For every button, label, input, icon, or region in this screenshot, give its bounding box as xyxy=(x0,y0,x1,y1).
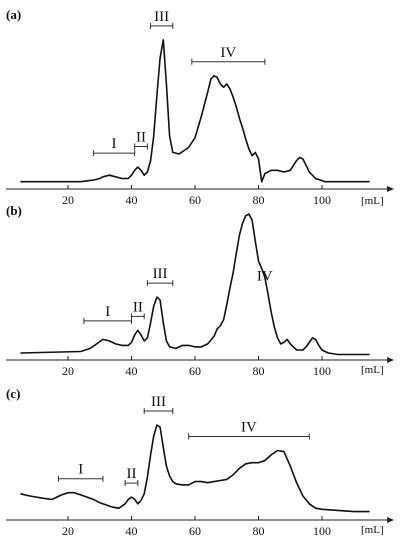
x-unit-label-a: [mL] xyxy=(361,195,384,207)
panel-label-c: (c) xyxy=(6,386,20,401)
region-label-a-iv: IV xyxy=(220,45,236,61)
x-tick-label-b-60: 60 xyxy=(189,364,201,378)
elution-curve-b xyxy=(20,213,370,356)
region-label-c-iv: IV xyxy=(241,420,257,436)
region-bar-c-iv xyxy=(188,433,310,440)
elution-curve-a xyxy=(20,39,370,183)
x-tick-label-a-60: 60 xyxy=(189,193,201,207)
region-bar-b-iii xyxy=(146,280,174,287)
region-label-a-ii: II xyxy=(136,130,146,146)
x-axis-arrow-b xyxy=(387,357,394,363)
region-label-c-ii: II xyxy=(127,466,137,482)
x-tick-label-c-80: 80 xyxy=(253,524,265,538)
x-tick-label-b-20: 20 xyxy=(62,364,74,378)
region-label-c-iii: III xyxy=(151,394,166,410)
region-label-a-iii: III xyxy=(154,9,169,25)
panel-label-b: (b) xyxy=(6,203,22,218)
x-tick-label-a-80: 80 xyxy=(253,193,265,207)
region-bar-c-ii xyxy=(124,480,139,487)
region-bar-a-ii xyxy=(134,143,148,150)
region-label-a-i: I xyxy=(112,136,117,152)
x-axis-arrow-a xyxy=(387,186,394,192)
panel-label-a: (a) xyxy=(6,7,21,22)
region-bar-a-iv xyxy=(191,58,266,65)
region-label-b-ii: II xyxy=(133,299,143,315)
region-label-b-iv: IV xyxy=(257,269,273,285)
x-tick-label-b-100: 100 xyxy=(313,364,331,378)
x-tick-label-a-100: 100 xyxy=(313,193,331,207)
region-bar-c-iii xyxy=(143,407,174,414)
x-axis-arrow-c xyxy=(387,517,394,523)
region-label-c-i: I xyxy=(78,462,83,478)
region-label-b-iii: III xyxy=(153,266,168,282)
region-bar-a-i xyxy=(92,150,136,157)
elution-curve-c xyxy=(20,424,370,513)
x-tick-label-c-20: 20 xyxy=(62,524,74,538)
region-label-b-i: I xyxy=(105,304,110,320)
x-tick-label-c-60: 60 xyxy=(189,524,201,538)
region-bar-c-i xyxy=(57,475,104,482)
x-tick-label-b-80: 80 xyxy=(253,364,265,378)
x-unit-label-b: [mL] xyxy=(361,364,384,376)
x-unit-label-c: [mL] xyxy=(361,524,384,536)
x-tick-label-c-100: 100 xyxy=(313,524,331,538)
x-tick-label-a-40: 40 xyxy=(126,193,138,207)
region-bar-a-iii xyxy=(150,22,174,29)
region-bar-b-ii xyxy=(131,313,145,320)
x-tick-label-b-40: 40 xyxy=(126,364,138,378)
x-tick-label-a-20: 20 xyxy=(62,193,74,207)
x-tick-label-c-40: 40 xyxy=(126,524,138,538)
